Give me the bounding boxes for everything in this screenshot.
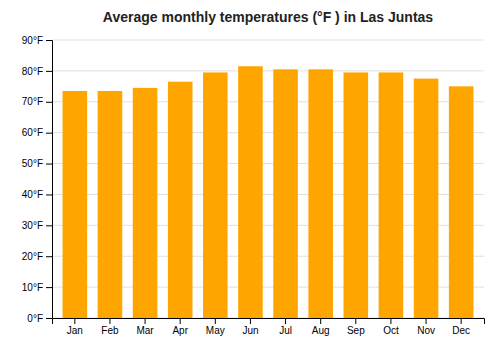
tick-mark [46,71,52,72]
tick-mark [46,194,52,195]
bar [168,82,193,318]
tick-label: Apr [172,325,188,336]
tick-label: 60°F [22,127,43,138]
tick-mark [285,318,286,324]
tick-mark [355,318,356,324]
tick-label: Feb [101,325,119,336]
tick-mark [250,318,251,324]
bar [379,72,404,318]
x-tick: Sep [347,318,365,336]
y-tick: 50°F [22,158,52,169]
tick-label: Jan [67,325,83,336]
tick-mark [46,225,52,226]
tick-label: 20°F [22,251,43,262]
tick-mark [46,164,52,165]
tick-mark [46,287,52,288]
tick-mark [74,318,75,324]
tick-label: Aug [312,325,330,336]
y-axis: 0°F 10°F 20°F 30°F 40°F 50°F 60°F 70°F 80°F 90°F [22,35,53,324]
x-tick: Feb [101,318,119,336]
grid [52,40,484,318]
y-tick: 10°F [22,282,52,293]
x-tick: Jul [279,318,292,336]
tick-mark [390,318,391,324]
tick-mark [461,318,462,324]
y-tick: 30°F [22,220,52,231]
tick-mark [180,318,181,324]
x-tick: Jun [242,318,258,336]
tick-label: 40°F [22,189,43,200]
bar [449,86,474,318]
tick-mark [46,256,52,257]
tick-label: 0°F [27,313,43,324]
axis-line [46,41,53,319]
x-tick: Mar [136,318,154,336]
x-axis: Jan Feb Mar Apr May Jun Jul Aug Sep Oct Nov Dec [53,318,485,336]
plot-area: 0°F 10°F 20°F 30°F 40°F 50°F 60°F 70°F 80°F 90°F J… [22,35,485,336]
y-tick: 40°F [22,189,52,200]
grid-line [52,70,484,71]
tick-label: Jun [242,325,258,336]
tick-mark [145,318,146,324]
bar [203,72,228,318]
bar [238,66,263,318]
y-tick: 60°F [22,127,52,138]
tick-label: 90°F [22,35,43,46]
bar [273,69,298,318]
bar [133,88,158,318]
tick-label: Jul [279,325,292,336]
tick-label: Oct [383,325,399,336]
x-tick: May [206,318,225,336]
bar [63,91,88,318]
y-tick: 70°F [22,96,52,107]
tick-mark [46,40,52,41]
tick-label: May [206,325,225,336]
tick-mark [46,318,52,319]
bars [63,66,474,318]
tick-label: Nov [417,325,435,336]
tick-mark [46,102,52,103]
x-tick: Oct [383,318,399,336]
title: Average monthly temperatures (°F ) in La… [103,9,433,25]
tick-label: 10°F [22,282,43,293]
bar [308,69,333,318]
tick-label: Sep [347,325,365,336]
x-tick: Apr [172,318,188,336]
bar [98,91,123,318]
bar [414,79,439,318]
tick-mark [109,318,110,324]
tick-label: 70°F [22,96,43,107]
grid-line [52,40,484,41]
tick-mark [320,318,321,324]
tick-label: 30°F [22,220,43,231]
x-tick: Dec [452,318,470,336]
tick-label: 80°F [22,66,43,77]
y-tick: 90°F [22,35,52,46]
x-tick: Nov [417,318,435,336]
tick-mark [215,318,216,324]
tick-label: Mar [136,325,154,336]
y-tick: 0°F [27,313,52,324]
tick-label: Dec [452,325,470,336]
y-tick: 20°F [22,251,52,262]
x-tick: Aug [312,318,330,336]
x-tick: Jan [67,318,83,336]
axis-line [53,319,485,325]
bar [344,72,369,318]
tick-mark [426,318,427,324]
chart: 0°F 10°F 20°F 30°F 40°F 50°F 60°F 70°F 80°F 90°F J… [0,0,500,350]
tick-mark [46,133,52,134]
y-tick: 80°F [22,66,52,77]
tick-label: 50°F [22,158,43,169]
